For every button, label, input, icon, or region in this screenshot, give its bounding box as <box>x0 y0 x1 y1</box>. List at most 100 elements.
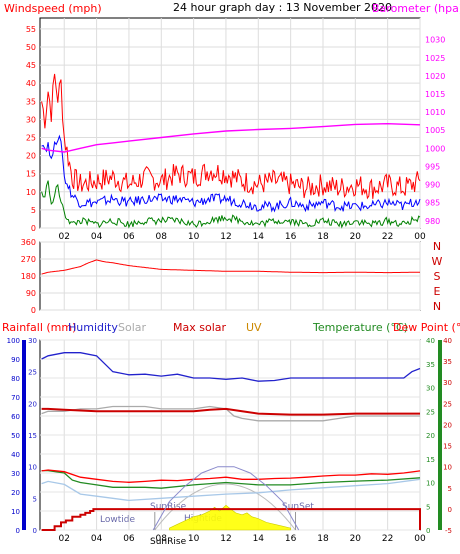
temperature-tick-label: 15 <box>426 456 435 464</box>
wind-tick-label: 50 <box>26 43 36 52</box>
barometer-tick-label: 985 <box>425 199 440 208</box>
x-tick-label: 18 <box>317 534 329 544</box>
barometer-tick-label: 1000 <box>425 144 445 153</box>
wind-tick-label: 15 <box>26 170 36 179</box>
rain-tick-label: 70 <box>11 394 20 402</box>
wind-direction-series <box>41 259 420 275</box>
dewpoint-tick-label: 40 <box>443 337 452 345</box>
rain-tick-label: 20 <box>11 489 20 497</box>
direction-tick-label: 270 <box>21 255 36 264</box>
wind-tick-label: 40 <box>26 79 36 88</box>
x-tick-label: 22 <box>382 534 393 544</box>
rain-tick-label: 50 <box>11 432 20 440</box>
temperature-tick-label: 35 <box>426 361 435 369</box>
x-tick-label: 16 <box>285 232 297 242</box>
wind-low-series <box>41 180 421 229</box>
x-tick-label: 14 <box>253 232 265 242</box>
x-tick-label: 10 <box>188 232 200 242</box>
barometer-series <box>41 122 421 153</box>
dewpoint-tick-label: 15 <box>443 443 452 451</box>
rain-tick-label: 60 <box>11 413 20 421</box>
temperature-tick-label: 30 <box>426 385 435 393</box>
compass-label: E <box>434 285 441 298</box>
barometer-tick-label: 1015 <box>425 90 445 99</box>
direction-tick-label: 0 <box>31 306 36 315</box>
rain-tick-label: 0 <box>16 527 20 535</box>
compass-label: W <box>432 255 443 268</box>
wind-tick-label: 55 <box>26 25 36 34</box>
rain-tick-label: 100 <box>7 337 20 345</box>
x-tick-label: 06 <box>123 232 135 242</box>
humidity-tick-label: 10 <box>28 464 37 472</box>
x-tick-label: 14 <box>253 534 265 544</box>
barometer-tick-label: 1010 <box>425 108 445 117</box>
graph-title: 24 hour graph day : 13 November 2020 <box>173 1 392 14</box>
dewpoint-series <box>41 469 421 483</box>
x-tick-label: 10 <box>188 534 200 544</box>
x-tick-label: 12 <box>220 534 231 544</box>
x-tick-label: 18 <box>317 232 329 242</box>
barometer-tick-label: 1020 <box>425 72 445 81</box>
sunrise-label: SunRise <box>150 502 187 512</box>
dewpoint-tick-label: 5 <box>448 485 452 493</box>
x-tick-label: 00 <box>414 534 426 544</box>
max-solar-series <box>41 407 420 416</box>
temperature-tick-label: 25 <box>426 408 435 416</box>
barometer-tick-label: 1025 <box>425 54 445 63</box>
barometer-tick-label: 1005 <box>425 126 445 135</box>
barometer-tick-label: 995 <box>425 162 440 171</box>
lowtide-label: Lowtide <box>100 515 135 525</box>
barometer-tick-label: 1030 <box>425 36 445 45</box>
x-tick-label: 04 <box>91 534 103 544</box>
wind-tick-label: 45 <box>26 61 36 70</box>
dewpoint-tick-label: 10 <box>443 464 452 472</box>
rain-tick-label: 30 <box>11 470 20 478</box>
rainfall-axis-title: Rainfall (mm) <box>2 321 76 334</box>
uv-series <box>169 504 291 531</box>
x-tick-label: 20 <box>350 232 362 242</box>
rain-tick-label: 90 <box>11 356 20 364</box>
maxsolar-legend: Max solar <box>173 321 226 334</box>
x-tick-label: 22 <box>382 232 393 242</box>
wind-tick-label: 30 <box>26 115 36 124</box>
compass-label: N <box>433 300 441 313</box>
uv-legend: UV <box>246 321 262 334</box>
humidity-tick-label: 5 <box>33 495 37 503</box>
sunrise-time-marker: SunRise <box>150 537 187 547</box>
temperature-axis-title: Temperature (°C) <box>312 321 408 334</box>
dewpoint-tick-label: 0 <box>448 506 452 514</box>
x-tick-label: 02 <box>59 534 70 544</box>
wind-tick-label: 35 <box>26 97 36 106</box>
humidity-legend: Humidity <box>68 321 118 334</box>
wind-tick-label: 20 <box>26 152 36 161</box>
temperature-tick-label: 10 <box>426 480 435 488</box>
dewpoint-axis-title: Dew Point (°C) <box>393 321 460 334</box>
wind-tick-label: 25 <box>26 133 36 142</box>
sun-arc <box>154 483 296 531</box>
rain-tick-label: 80 <box>11 375 20 383</box>
dewpoint-tick-label: 20 <box>443 421 452 429</box>
rain-tick-label: 40 <box>11 451 20 459</box>
dewpoint-tick-label: -5 <box>445 527 452 535</box>
barometer-axis-title: Barometer (hpa) <box>372 2 460 15</box>
rain-tick-label: 10 <box>11 508 20 516</box>
direction-tick-label: 180 <box>21 272 36 281</box>
solar-legend: Solar <box>118 321 147 334</box>
dewpoint-tick-label: 35 <box>443 358 452 366</box>
x-tick-label: 08 <box>156 232 168 242</box>
wind-tick-label: 0 <box>31 224 36 233</box>
x-tick-label: 20 <box>350 534 362 544</box>
dewpoint-low-series <box>41 478 421 502</box>
x-tick-label: 06 <box>123 534 135 544</box>
x-tick-label: 04 <box>91 232 103 242</box>
direction-tick-label: 360 <box>21 238 36 247</box>
solar-series <box>41 405 420 422</box>
x-tick-label: 00 <box>414 232 426 242</box>
humidity-tick-label: 20 <box>28 400 37 408</box>
x-tick-label: 08 <box>156 534 168 544</box>
wind-tick-label: 5 <box>31 206 36 215</box>
sunset-label: SunSet <box>282 502 314 512</box>
direction-tick-label: 90 <box>26 289 36 298</box>
compass-label: S <box>434 270 441 283</box>
